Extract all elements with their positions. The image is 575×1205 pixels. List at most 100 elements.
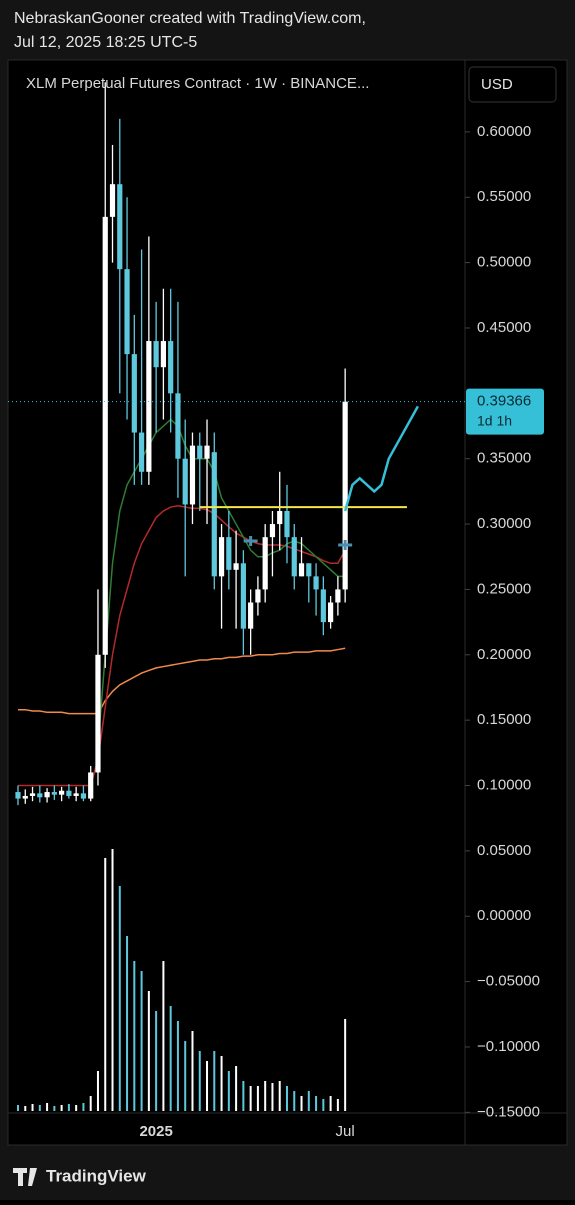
candle-body: [328, 602, 334, 623]
y-tick-label: 0.05000: [477, 842, 531, 859]
candle-body: [262, 537, 268, 590]
volume-bar: [126, 936, 129, 1111]
candle-body: [306, 563, 312, 577]
volume-bar: [242, 1081, 245, 1111]
x-tick-label: Jul: [336, 1123, 355, 1140]
currency-button[interactable]: [468, 66, 557, 103]
volume-bar: [344, 1019, 347, 1111]
credit: NebraskanGooner created with TradingView…: [14, 10, 366, 27]
volume-bar: [264, 1081, 267, 1111]
candle-body: [109, 184, 116, 217]
volume-bar: [60, 1105, 63, 1111]
volume-bar: [31, 1104, 34, 1111]
candle-body: [298, 563, 305, 577]
volume-bar: [336, 1099, 339, 1111]
candle-body: [197, 445, 203, 459]
candle-body: [284, 510, 290, 538]
volume-bar: [155, 1011, 158, 1111]
candle-body: [124, 269, 130, 355]
marker-cross: [243, 536, 258, 547]
volume-bar: [169, 1006, 172, 1111]
candle-body: [44, 792, 50, 798]
candle-body: [80, 793, 87, 799]
candle-body: [146, 341, 152, 472]
moving-average: [18, 647, 346, 715]
volume-bar: [133, 961, 136, 1111]
y-tick-label: 0.10000: [477, 776, 531, 793]
currency[interactable]: USD: [481, 76, 513, 93]
candle-body: [218, 537, 225, 577]
candle-body: [269, 524, 276, 538]
candle-body: [255, 589, 261, 603]
volume-bar: [300, 1096, 303, 1111]
chart-panel: [7, 59, 568, 1146]
candle-body: [320, 589, 326, 623]
candle-body: [131, 354, 137, 433]
x-tick-label: 2025: [139, 1123, 172, 1140]
volume-bar: [256, 1086, 259, 1111]
volume-bar: [96, 1071, 99, 1111]
candle-body: [189, 445, 196, 505]
volume-bar: [271, 1083, 274, 1111]
candle-body: [160, 341, 166, 368]
y-tick-label: 0.00000: [477, 907, 531, 924]
volume-bar: [307, 1091, 310, 1111]
volume-bar: [227, 1071, 230, 1111]
volume-bar: [147, 991, 150, 1111]
volume-bar: [176, 1021, 179, 1111]
candle-body: [102, 216, 108, 655]
volume-bar: [278, 1081, 281, 1111]
candle-body: [335, 589, 341, 603]
volume-bar: [249, 1086, 252, 1111]
timestamp: Jul 12, 2025 18:25 UTC-5: [14, 34, 197, 51]
volume-bar: [89, 1096, 92, 1111]
volume-bar: [235, 1066, 238, 1111]
y-tick-label: 0.55000: [477, 188, 531, 205]
volume-bar: [162, 961, 165, 1111]
y-tick-label: 0.15000: [477, 711, 531, 728]
candle-body: [226, 537, 232, 570]
candle-body: [313, 576, 319, 590]
volume-bar: [213, 1051, 216, 1111]
candle-body: [66, 790, 72, 796]
y-tick-label: 0.35000: [477, 450, 531, 467]
chart-title: XLM Perpetual Futures Contract · 1W · BI…: [26, 75, 369, 92]
candle-body: [73, 793, 79, 796]
candle-body: [182, 458, 188, 505]
volume-bar: [17, 1105, 19, 1111]
y-tick-label: −0.10000: [477, 1038, 540, 1055]
volume-bar: [285, 1086, 288, 1111]
y-tick-label: 0.45000: [477, 319, 531, 336]
last-price-tag: [466, 388, 544, 435]
candle-body: [22, 795, 28, 799]
volume-bar: [191, 1031, 194, 1111]
projection-path: [343, 405, 419, 512]
candle-body: [117, 184, 123, 270]
candle-body: [342, 401, 348, 590]
volume-bar: [329, 1096, 332, 1111]
last-price-label: 0.39366: [477, 393, 531, 410]
candle-body: [95, 654, 101, 773]
candle-body: [168, 341, 174, 394]
y-tick-label: 0.20000: [477, 646, 531, 663]
volume-bar: [67, 1104, 70, 1111]
candle-body: [291, 537, 297, 577]
candle-body: [88, 772, 94, 799]
y-tick-label: −0.05000: [477, 973, 540, 990]
candle-body: [233, 563, 239, 570]
volume-bar: [46, 1103, 49, 1111]
volume-bar: [293, 1091, 296, 1111]
candle-body: [51, 792, 57, 795]
volume-bar: [198, 1051, 201, 1111]
countdown: 1d 1h: [477, 412, 512, 428]
candle-body: [204, 445, 210, 459]
volume-bar: [38, 1105, 41, 1111]
candle-body: [59, 790, 65, 795]
volume-bar: [206, 1061, 209, 1111]
marker-cross: [338, 539, 353, 550]
candle-body: [15, 792, 21, 799]
tv-logo: [13, 1168, 37, 1186]
y-tick-label: 0.30000: [477, 515, 531, 532]
